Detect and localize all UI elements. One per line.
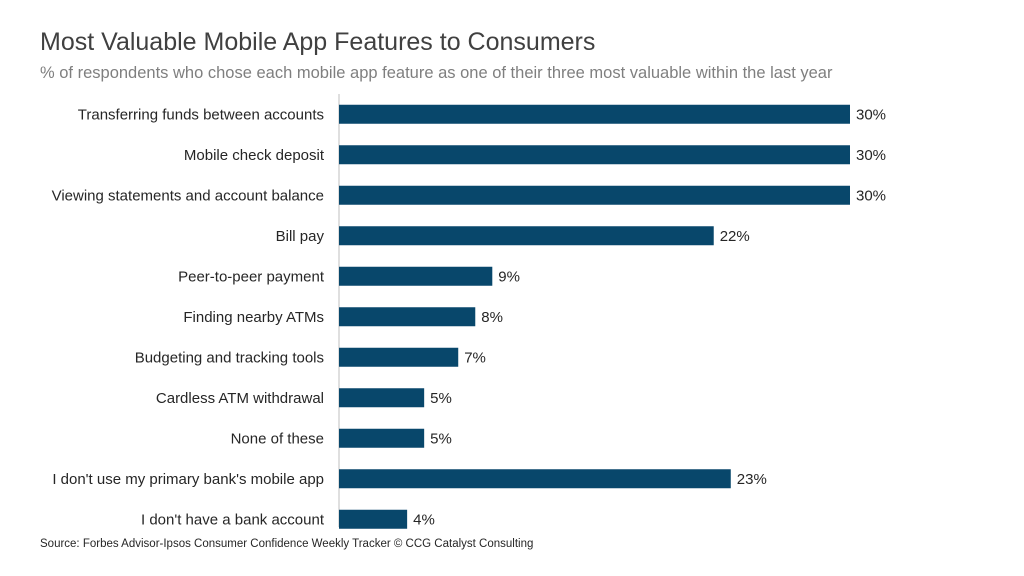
- value-label: 30%: [856, 147, 886, 164]
- value-label: 5%: [430, 390, 452, 407]
- bar: [339, 509, 408, 529]
- bar: [339, 428, 425, 448]
- value-label: 5%: [430, 430, 452, 447]
- bar: [339, 266, 493, 286]
- category-labels-group: Transferring funds between accounts Mobil…: [52, 106, 325, 528]
- chart-title: Most Valuable Mobile App Features to Con…: [40, 28, 596, 56]
- value-label: 22%: [720, 228, 750, 245]
- bar: [339, 226, 714, 246]
- bar: [339, 185, 850, 205]
- category-label: Mobile check deposit: [184, 147, 325, 164]
- value-label: 9%: [498, 268, 520, 285]
- value-label: 30%: [856, 187, 886, 204]
- category-label: I don't use my primary bank's mobile app: [52, 471, 324, 488]
- category-label: Transferring funds between accounts: [78, 106, 324, 123]
- source-note: Source: Forbes Advisor-Ipsos Consumer Co…: [40, 538, 534, 550]
- bar: [339, 347, 459, 367]
- category-label: I don't have a bank account: [141, 511, 325, 528]
- bar: [339, 104, 850, 124]
- value-label: 4%: [413, 511, 435, 528]
- category-label: Finding nearby ATMs: [183, 309, 324, 326]
- value-label: 30%: [856, 106, 886, 123]
- category-label: Peer-to-peer payment: [178, 268, 325, 285]
- value-label: 23%: [737, 471, 767, 488]
- bar: [339, 145, 850, 165]
- category-label: Budgeting and tracking tools: [135, 349, 324, 366]
- category-label: None of these: [231, 430, 324, 447]
- category-label: Viewing statements and account balance: [52, 187, 324, 204]
- bars-group: [339, 104, 850, 529]
- bar: [339, 469, 731, 489]
- value-labels-group: 30% 30% 30% 22% 9% 8% 7% 5% 5% 23% 4%: [413, 106, 886, 528]
- bar: [339, 307, 476, 327]
- chart-subtitle: % of respondents who chose each mobile a…: [40, 64, 833, 82]
- category-label: Bill pay: [276, 228, 325, 245]
- category-label: Cardless ATM withdrawal: [156, 390, 324, 407]
- value-label: 7%: [464, 349, 486, 366]
- bar: [339, 388, 425, 408]
- value-label: 8%: [481, 309, 503, 326]
